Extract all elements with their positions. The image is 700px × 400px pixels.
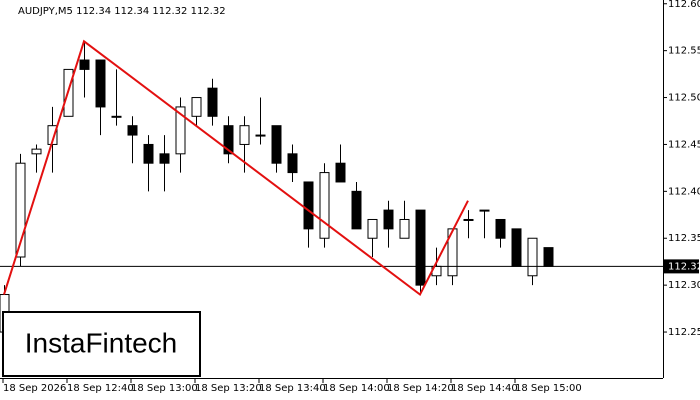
logo: InstaFintech: [25, 327, 178, 358]
candle-body: [543, 247, 554, 267]
candle-body: [143, 143, 154, 164]
price-label: 112.32: [668, 261, 700, 272]
candle-body: [271, 125, 282, 164]
candle-body: [287, 153, 298, 174]
candle-body: [367, 218, 378, 239]
x-tick-label: 18 Sep 2026: [3, 383, 66, 394]
y-tick-label: 112.50: [668, 93, 700, 104]
y-tick-label: 112.30: [668, 280, 700, 291]
y-tick-label: 112.25: [668, 327, 700, 338]
candle-body: [207, 87, 218, 117]
candle-body: [479, 209, 490, 212]
candle-body: [127, 125, 138, 136]
candle-body: [159, 153, 170, 164]
chart-title: AUDJPY,M5 112.34 112.34 112.32 112.32: [18, 6, 226, 17]
price-label-box: [664, 259, 699, 274]
candle-body: [111, 115, 122, 118]
x-tick-label: 18 Sep 12:40: [67, 383, 134, 394]
candle-body: [527, 237, 538, 277]
candle-body: [239, 125, 250, 145]
x-tick-label: 18 Sep 14:40: [451, 383, 518, 394]
y-tick-label: 112.60: [668, 0, 700, 10]
candle-body: [47, 125, 58, 145]
candle-body: [399, 218, 410, 239]
pattern-line: [3, 39, 469, 297]
x-tick-label: 18 Sep 13:40: [259, 383, 326, 394]
candle-body: [303, 181, 314, 230]
x-tick-label: 18 Sep 13:20: [195, 383, 262, 394]
y-tick-label: 112.40: [668, 186, 700, 197]
candle-body: [319, 172, 330, 239]
candle-body: [15, 162, 26, 258]
candle-body: [495, 218, 506, 239]
candle-body: [31, 148, 42, 155]
y-tick-label: 112.35: [668, 233, 700, 244]
candle-body: [463, 218, 474, 221]
candle-body: [255, 134, 266, 137]
candle-body: [191, 97, 202, 117]
candle-body: [223, 125, 234, 155]
candle-body: [351, 190, 362, 230]
x-tick-label: 18 Sep 14:00: [323, 383, 390, 394]
candle-body: [175, 106, 186, 155]
candle-body: [79, 59, 90, 70]
x-tick-label: 18 Sep 15:00: [515, 383, 582, 394]
y-tick-label: 112.55: [668, 46, 700, 57]
candle-body: [415, 209, 426, 286]
candle-body: [335, 162, 346, 183]
candle-body: [95, 59, 106, 108]
x-tick-label: 18 Sep 14:20: [387, 383, 454, 394]
candle-body: [511, 228, 522, 267]
x-tick-label: 18 Sep 13:00: [131, 383, 198, 394]
candle-body: [383, 209, 394, 230]
logo-box: [2, 311, 201, 377]
y-tick-label: 112.45: [668, 139, 700, 150]
